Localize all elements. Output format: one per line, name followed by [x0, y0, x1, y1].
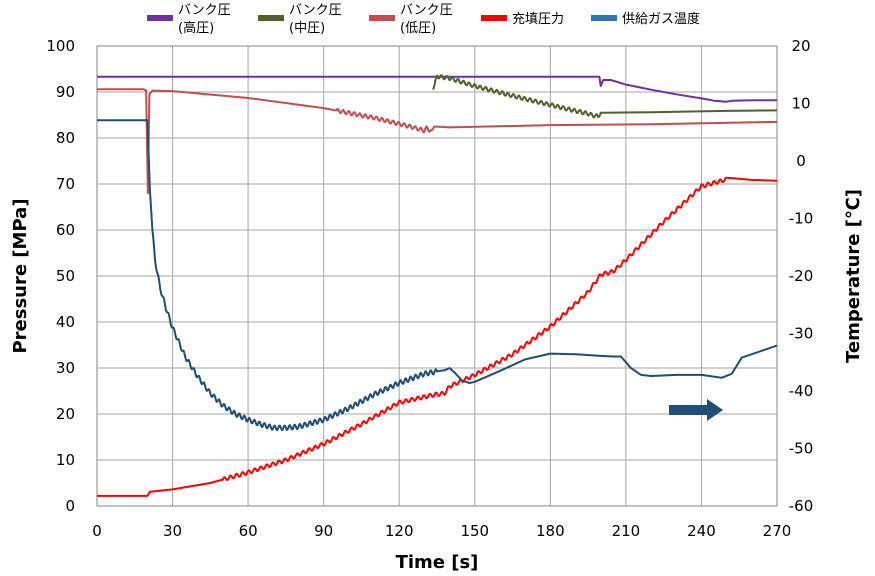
legend-label-sub: (低圧)	[400, 21, 436, 36]
y-tick-label: 80	[56, 129, 75, 147]
x-tick-label: 30	[163, 522, 182, 540]
x-tick-label: 150	[460, 522, 489, 540]
legend-label-sub: (中圧)	[289, 21, 325, 36]
y2-tick-label: -30	[789, 325, 814, 343]
series-line-5	[97, 119, 778, 431]
x-tick-label: 210	[612, 522, 641, 540]
y-tick-label: 90	[56, 83, 75, 101]
legend-label: バンク圧	[289, 3, 342, 18]
y-tick-label: 30	[56, 359, 75, 377]
plot-area-frame	[96, 45, 778, 507]
chart-grid	[97, 46, 777, 506]
legend-item-3: バンク圧 (低圧)	[369, 3, 453, 36]
y-axis-left-ticks: 0 10 20 30 40 50 60 70 80 90 100	[46, 37, 75, 515]
y2-tick-label: 20	[791, 37, 810, 55]
series-line-1	[97, 75, 777, 103]
x-tick-label: 180	[536, 522, 565, 540]
y-axis-left-title: Pressure [MPa]	[10, 198, 31, 353]
x-tick-label: 120	[385, 522, 414, 540]
y-tick-label: 20	[56, 405, 75, 423]
series-line-3	[97, 88, 778, 195]
y2-tick-label: -40	[789, 382, 814, 400]
legend: バンク圧 (高圧) バンク圧 (中圧) バンク圧 (低圧) 充填圧力 供給ガス温度	[147, 3, 700, 36]
y2-tick-label: -60	[789, 497, 814, 515]
y2-tick-label: -20	[789, 267, 814, 285]
y-tick-label: 0	[65, 497, 75, 515]
y-tick-label: 60	[56, 221, 75, 239]
y-tick-label: 40	[56, 313, 75, 331]
y-tick-label: 100	[46, 37, 75, 55]
legend-label-sub: (高圧)	[178, 20, 214, 36]
legend-label: バンク圧	[400, 3, 453, 18]
legend-label: 供給ガス温度	[622, 11, 700, 27]
legend-swatch	[147, 15, 173, 21]
x-axis-ticks: 0 30 60 90 120 150 180 210 240 270	[92, 522, 791, 540]
y-tick-label: 10	[56, 451, 75, 469]
y-tick-label: 50	[56, 267, 75, 285]
legend-swatch	[481, 15, 507, 21]
y2-tick-label: -10	[789, 210, 814, 228]
legend-swatch	[369, 15, 395, 21]
x-tick-label: 90	[314, 522, 333, 540]
legend-item-5: 供給ガス温度	[591, 11, 700, 27]
legend-label: バンク圧	[178, 3, 231, 18]
x-tick-label: 0	[92, 522, 102, 540]
x-tick-label: 270	[763, 522, 792, 540]
x-axis-title: Time [s]	[396, 552, 479, 573]
series-line-4	[97, 176, 778, 497]
legend-swatch	[258, 15, 284, 21]
y-axis-right-ticks: -60 -50 -40 -30 -20 -10 0 10 20	[789, 37, 814, 515]
x-tick-label: 60	[239, 522, 258, 540]
legend-swatch	[591, 15, 617, 21]
legend-label: 充填圧力	[512, 11, 564, 27]
x-tick-label: 240	[687, 522, 716, 540]
legend-item-1: バンク圧 (高圧)	[147, 3, 231, 36]
y-axis-right-title: Temperature [℃]	[843, 189, 864, 363]
series-line-2	[432, 74, 778, 119]
legend-item-4: 充填圧力	[481, 11, 564, 27]
y2-tick-label: 10	[791, 95, 810, 113]
right-arrow-icon	[669, 399, 723, 421]
y2-tick-label: 0	[796, 152, 806, 170]
y2-tick-label: -50	[789, 440, 814, 458]
series-layer	[97, 74, 778, 497]
annotations	[669, 399, 723, 421]
legend-item-2: バンク圧 (中圧)	[258, 3, 342, 36]
y-tick-label: 70	[56, 175, 75, 193]
